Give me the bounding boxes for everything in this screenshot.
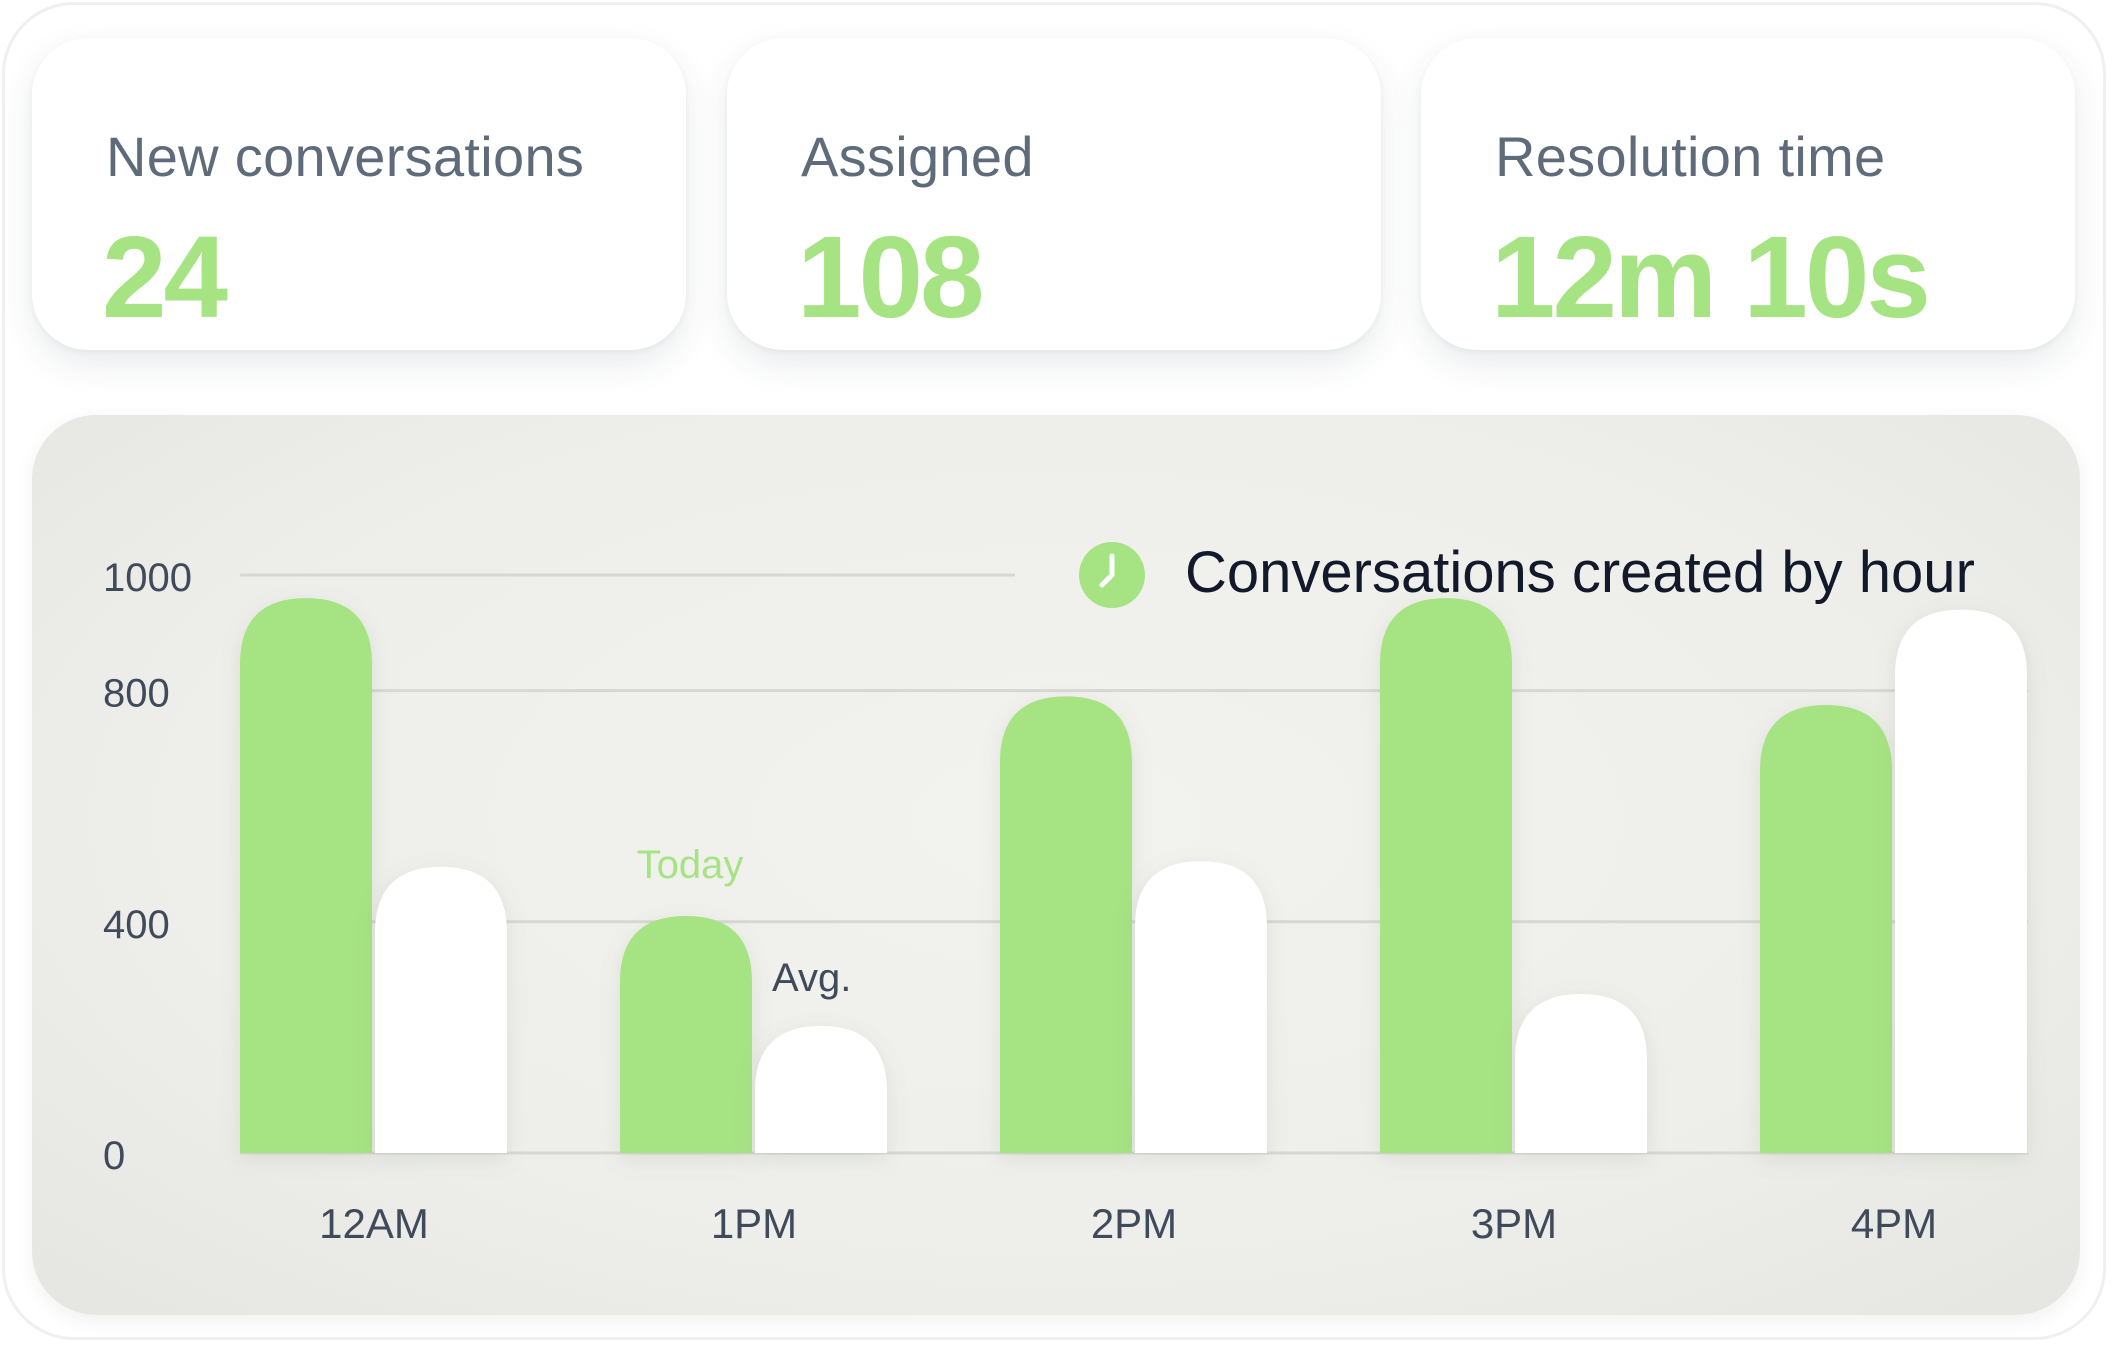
bar-today-4pm[interactable]: [1760, 705, 1892, 1153]
x-tick-label: 2PM: [1091, 1200, 1177, 1247]
stat-card-assigned[interactable]: Assigned 108: [727, 38, 1381, 350]
stat-value: 108: [797, 212, 985, 342]
stat-label: Resolution time: [1495, 125, 1886, 188]
series-label-today: Today: [637, 843, 744, 887]
x-tick-label: 3PM: [1471, 1200, 1557, 1247]
x-tick-label: 4PM: [1851, 1200, 1937, 1247]
bar-today-12am[interactable]: [240, 598, 372, 1153]
stat-value: 24: [102, 212, 228, 342]
x-tick-label: 1PM: [711, 1200, 797, 1247]
stat-card-resolution-time[interactable]: Resolution time 12m 10s: [1421, 38, 2075, 350]
y-tick-label: 0: [103, 1134, 125, 1178]
bar-today-2pm[interactable]: [1000, 696, 1132, 1153]
y-tick-label: 800: [103, 672, 170, 716]
stat-label: New conversations: [106, 125, 585, 188]
bar-avg-1pm[interactable]: [755, 1025, 887, 1153]
bar-avg-2pm[interactable]: [1135, 861, 1267, 1153]
stat-label: Assigned: [801, 125, 1034, 188]
series-label-avg: Avg.: [772, 956, 851, 1000]
y-tick-label: 1000: [103, 556, 192, 600]
x-tick-label: 12AM: [319, 1200, 429, 1247]
bar-today-3pm[interactable]: [1380, 598, 1512, 1153]
y-tick-label: 400: [103, 903, 170, 947]
stat-value: 12m 10s: [1491, 212, 1931, 342]
chart-title: Conversations created by hour: [1185, 540, 1975, 605]
clock-icon: [1079, 542, 1145, 608]
bar-avg-3pm[interactable]: [1515, 994, 1647, 1153]
stat-card-new-conversations[interactable]: New conversations 24: [32, 38, 686, 350]
bar-avg-12am[interactable]: [375, 866, 507, 1153]
bar-today-1pm[interactable]: [620, 916, 752, 1153]
bar-avg-4pm[interactable]: [1895, 609, 2027, 1153]
